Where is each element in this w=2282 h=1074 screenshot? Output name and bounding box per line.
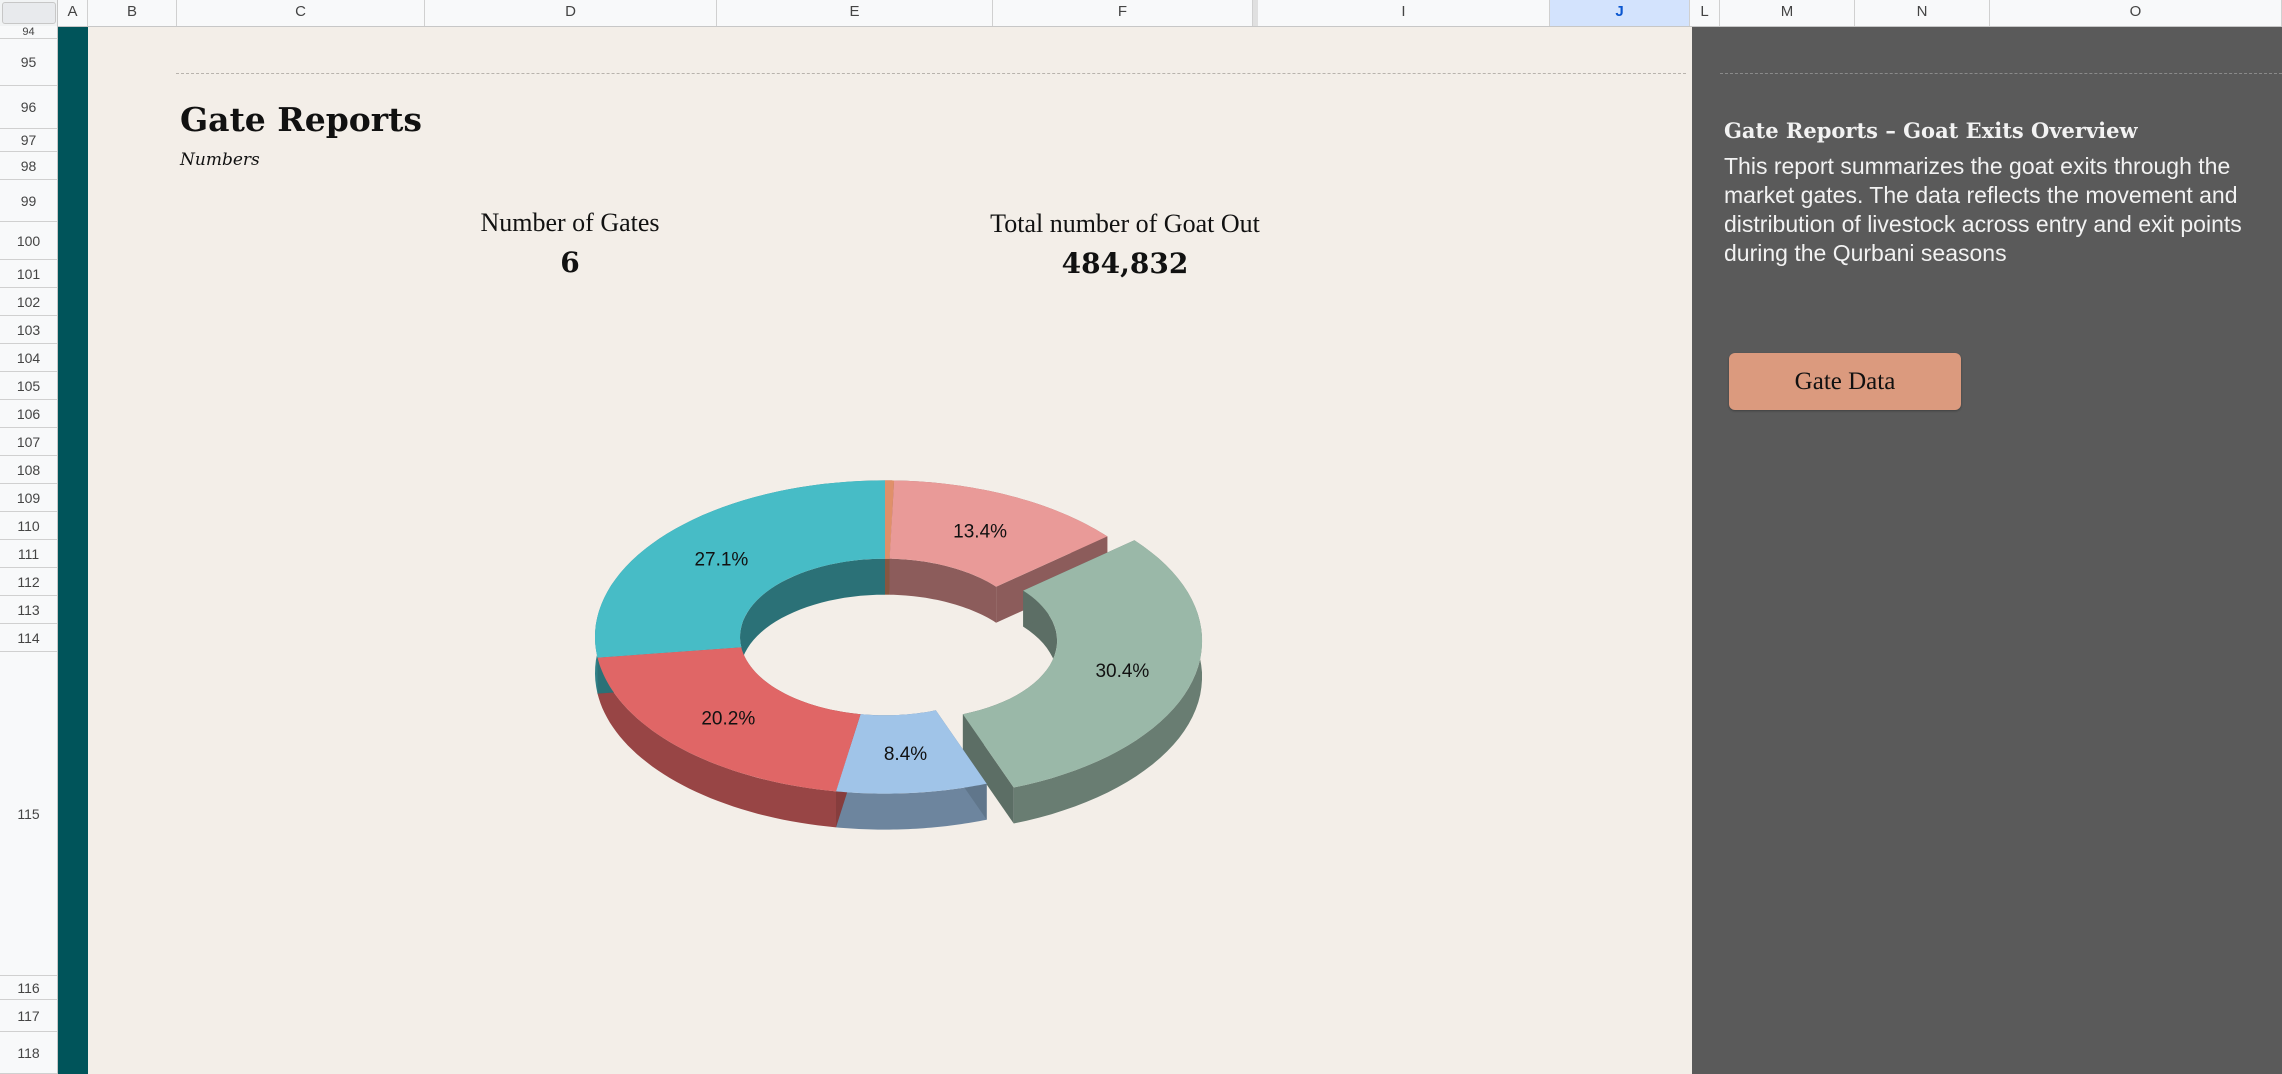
report-title: Gate Reports <box>180 100 423 139</box>
column-header-l[interactable]: L <box>1690 0 1720 26</box>
row-header[interactable]: 98 <box>0 152 57 180</box>
donut-slice-top[interactable] <box>885 480 895 559</box>
side-divider <box>1720 73 2282 74</box>
row-header[interactable]: 108 <box>0 456 57 484</box>
row-header[interactable]: 95 <box>0 39 57 86</box>
donut-slice-side[interactable] <box>836 783 987 830</box>
donut-slice-top[interactable] <box>962 540 1203 788</box>
row-header[interactable]: 113 <box>0 596 57 624</box>
report-subtitle: Numbers <box>180 150 260 170</box>
donut-slice-side[interactable] <box>597 657 837 828</box>
row-header[interactable]: 116 <box>0 976 57 1000</box>
donut-slice-inner-side[interactable] <box>740 558 885 684</box>
donut-slice-top[interactable] <box>889 480 1108 587</box>
donut-slice-label: 27.1% <box>694 550 748 571</box>
donut-slice-inner-side[interactable] <box>889 558 997 623</box>
row-header[interactable]: 100 <box>0 222 57 260</box>
donut-slice-top[interactable] <box>597 647 861 792</box>
row-header[interactable]: 104 <box>0 344 57 372</box>
side-panel-description: This report summarizes the goat exits th… <box>1724 153 2242 266</box>
goat-out-label: Total number of Goat Out <box>990 209 1260 238</box>
hidden-columns-marker[interactable] <box>1253 0 1258 26</box>
donut-slice-top[interactable] <box>836 710 987 794</box>
column-header-n[interactable]: N <box>1855 0 1990 26</box>
row-header[interactable]: 115 <box>0 652 57 976</box>
side-panel <box>1692 27 2282 1074</box>
row-header[interactable]: 109 <box>0 484 57 512</box>
row-header[interactable]: 117 <box>0 1000 57 1032</box>
gates-count-value: 6 <box>560 246 580 279</box>
row-header[interactable]: 111 <box>0 540 57 568</box>
goat-out-value: 484,832 <box>1061 247 1189 280</box>
top-divider <box>176 73 1686 74</box>
gates-count-label: Number of Gates <box>480 208 660 237</box>
row-header[interactable]: 105 <box>0 372 57 400</box>
donut-slice-side[interactable] <box>1013 540 1202 824</box>
goat-exits-donut-chart[interactable]: 13.4% 30.4% 8.4% 20.2% 27.1% <box>560 380 1260 900</box>
row-header[interactable]: 118 <box>0 1032 57 1074</box>
donut-slice-label: 13.4% <box>953 521 1007 542</box>
donut-slice-label: 20.2% <box>701 709 755 730</box>
column-header-e[interactable]: E <box>717 0 993 26</box>
column-header-o[interactable]: O <box>1990 0 2282 26</box>
gate-data-button[interactable]: Gate Data <box>1729 353 1961 410</box>
row-header[interactable]: 94 <box>0 26 57 39</box>
row-header[interactable]: 102 <box>0 288 57 316</box>
row-header[interactable]: 96 <box>0 86 57 129</box>
column-header-c[interactable]: C <box>177 0 425 26</box>
column-header-d[interactable]: D <box>425 0 717 26</box>
row-header[interactable]: 106 <box>0 400 57 428</box>
column-header-a[interactable]: A <box>58 0 88 26</box>
column-header-i[interactable]: I <box>1258 0 1550 26</box>
row-header[interactable]: 99 <box>0 180 57 222</box>
row-header[interactable]: 97 <box>0 129 57 152</box>
row-header[interactable]: 110 <box>0 512 57 540</box>
row-header[interactable]: 107 <box>0 428 57 456</box>
row-header[interactable]: 103 <box>0 316 57 344</box>
column-header-m[interactable]: M <box>1720 0 1855 26</box>
row-header[interactable]: 112 <box>0 568 57 596</box>
column-header-b[interactable]: B <box>88 0 177 26</box>
row-header[interactable]: 114 <box>0 624 57 652</box>
select-all-corner[interactable] <box>0 0 58 26</box>
row-header[interactable]: 101 <box>0 260 57 288</box>
donut-slice-inner-side[interactable] <box>885 558 890 595</box>
side-panel-title: Gate Reports – Goat Exits Overview <box>1724 118 2138 143</box>
column-header-f[interactable]: F <box>993 0 1253 26</box>
donut-slice-cut-face[interactable] <box>962 714 1014 824</box>
column-header-bar: A B C D E F I J L M N O <box>0 0 2282 27</box>
teal-accent-strip <box>58 27 88 1074</box>
row-header-bar: 94 95 96 97 98 99 100 101 102 103 104 10… <box>0 26 58 1074</box>
donut-slice-label: 8.4% <box>884 744 927 765</box>
donut-slice-top[interactable] <box>595 480 885 658</box>
donut-slice-label: 30.4% <box>1095 661 1149 682</box>
column-header-j[interactable]: J <box>1550 0 1690 26</box>
